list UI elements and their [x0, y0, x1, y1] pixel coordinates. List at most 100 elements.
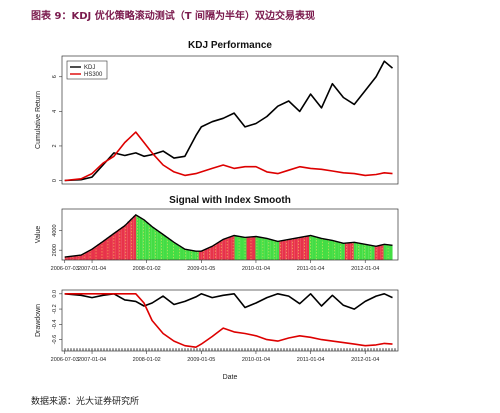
signal-bar	[255, 236, 259, 260]
signal-bar	[362, 244, 366, 260]
signal-bar	[100, 242, 104, 260]
signal-bar	[252, 236, 256, 260]
performance-line-kdj	[64, 60, 394, 182]
performance-ytick-label: 4	[52, 110, 58, 113]
drawdown-xlabel: Date	[223, 374, 238, 381]
signal-bar	[267, 239, 271, 260]
signal-bar	[350, 242, 354, 260]
signal-bar	[249, 236, 253, 260]
signal-xtick-label: 2012-01-04	[351, 266, 379, 272]
performance-ylabel: Cumulative Return	[35, 91, 42, 149]
signal-bar	[70, 256, 74, 260]
signal-bar	[318, 237, 322, 260]
performance-plot-frame	[61, 55, 399, 185]
signal-bar	[151, 227, 155, 260]
drawdown-xtick-label: 2006-07-03	[51, 357, 79, 363]
drawdown-ytick-label: -0.4	[52, 320, 58, 329]
signal-bar	[303, 236, 307, 260]
performance-line-hs300	[64, 131, 393, 182]
signal-bar	[222, 239, 226, 260]
signal-bar	[204, 248, 208, 260]
signal-bar	[315, 237, 319, 260]
signal-bar	[186, 249, 190, 260]
signal-bar	[312, 236, 316, 260]
figure-caption: 图表 9：KDJ 优化策略滚动测试（T 间隔为半年）双边交易表现	[31, 11, 315, 22]
signal-ytick-label: 4000	[52, 224, 58, 236]
signal-bar	[276, 241, 280, 260]
signal-bar	[234, 235, 238, 260]
signal-bar	[264, 238, 268, 260]
signal-plot-frame	[61, 208, 399, 261]
signal-bar	[237, 236, 241, 260]
signal-bar	[243, 237, 247, 260]
signal-bar	[106, 237, 110, 260]
signal-bar	[103, 239, 107, 260]
signal-bar	[389, 245, 393, 260]
signal-bar	[180, 247, 184, 260]
signal-bar	[377, 245, 381, 260]
signal-ytick-label: 2000	[52, 244, 58, 256]
drawdown-line-hs300	[64, 292, 393, 349]
drawdown-ytick-label: -0.6	[52, 335, 58, 344]
signal-bar	[240, 236, 244, 260]
signal-bar	[344, 243, 348, 260]
source-note: 数据来源：光大证券研究所	[31, 397, 140, 407]
signal-bar	[294, 238, 298, 260]
drawdown-plot-frame	[61, 289, 399, 352]
signal-bar	[192, 250, 196, 260]
signal-bar	[306, 236, 310, 260]
signal-bar	[213, 244, 217, 260]
signal-bar	[216, 242, 220, 260]
signal-bar	[183, 249, 187, 260]
signal-bar	[228, 236, 232, 260]
legend-label-hs300: HS300	[84, 72, 103, 78]
signal-bar	[300, 237, 304, 260]
signal-bar	[356, 243, 360, 260]
signal-bar	[121, 227, 125, 260]
signal-bar	[353, 242, 357, 260]
signal-bar	[210, 246, 214, 260]
signal-bar	[297, 237, 301, 260]
signal-bar	[380, 244, 384, 260]
signal-ylabel: Value	[35, 226, 42, 243]
drawdown-ytick-label: -0.2	[52, 304, 58, 313]
performance-ytick-label: 6	[52, 75, 58, 78]
signal-xtick-label: 2007-01-04	[78, 266, 106, 272]
signal-bar	[124, 224, 128, 260]
signal-bar	[225, 238, 229, 260]
signal-bar	[174, 243, 178, 260]
signal-bar	[338, 242, 342, 260]
signal-bar	[64, 256, 68, 260]
signal-bar	[88, 250, 92, 260]
signal-bar	[109, 235, 113, 260]
signal-bar	[73, 255, 77, 260]
drawdown-xtick-label: 2007-01-04	[78, 357, 106, 363]
signal-bar	[201, 250, 205, 260]
signal-bar	[282, 240, 286, 260]
signal-bar	[189, 250, 193, 260]
signal-bar	[166, 237, 170, 260]
signal-bar	[91, 248, 95, 260]
drawdown-xtick-label: 2012-01-04	[351, 357, 379, 363]
signal-bar	[335, 241, 339, 260]
signal-bar	[198, 251, 202, 260]
signal-bar	[371, 245, 375, 260]
signal-bar	[145, 222, 149, 260]
signal-bar	[347, 242, 351, 260]
signal-bar	[169, 239, 173, 260]
signal-bar	[133, 215, 137, 260]
signal-bar	[321, 238, 324, 260]
signal-bar	[157, 231, 161, 260]
signal-bar	[324, 239, 327, 260]
drawdown-xtick-label: 2009-01-05	[187, 357, 215, 363]
signal-xtick-label: 2009-01-05	[187, 266, 215, 272]
signal-bar	[139, 217, 143, 260]
signal-bar	[365, 244, 369, 260]
drawdown-xtick-label: 2010-01-04	[242, 357, 270, 363]
signal-bar	[258, 237, 262, 260]
signal-bar	[67, 256, 71, 260]
signal-bar	[130, 218, 134, 260]
signal-bar	[329, 240, 333, 260]
signal-title: Signal with Index Smooth	[169, 195, 291, 206]
